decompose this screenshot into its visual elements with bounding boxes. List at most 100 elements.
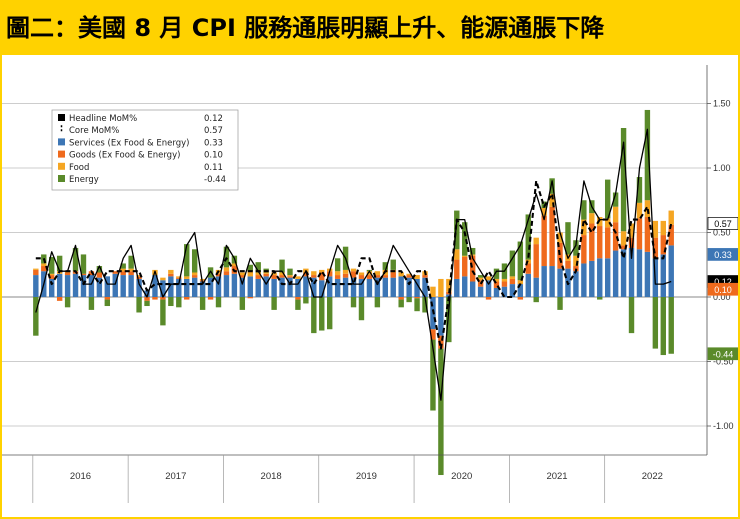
goods-bar bbox=[565, 260, 571, 269]
food-bar bbox=[446, 278, 452, 292]
energy-legend-value: -0.44 bbox=[204, 175, 226, 185]
services-bar bbox=[628, 247, 635, 297]
energy-bar bbox=[620, 128, 627, 232]
services-bar bbox=[72, 273, 79, 297]
energy-bar bbox=[668, 297, 674, 354]
goods-bar bbox=[438, 335, 444, 349]
energy-bar bbox=[334, 258, 341, 272]
food-bar bbox=[176, 276, 182, 278]
goods-bar bbox=[64, 272, 71, 276]
axes: 1.50 1.00 0.50 0.00 -0.50 -1.00 2016 2017 2018 20… bbox=[2, 65, 734, 503]
food-bar bbox=[636, 202, 643, 219]
energy-bar bbox=[72, 247, 79, 272]
food-bar bbox=[541, 207, 547, 216]
goods-bar bbox=[49, 275, 55, 279]
services-bar bbox=[350, 277, 357, 297]
goods-bar bbox=[319, 272, 325, 281]
services-bar bbox=[406, 277, 412, 297]
food-bar bbox=[406, 273, 412, 276]
goods-bar bbox=[160, 297, 166, 300]
services-bar bbox=[541, 266, 547, 297]
food-bar bbox=[604, 218, 611, 228]
goods-bar bbox=[652, 237, 659, 259]
services-bar bbox=[168, 276, 174, 297]
services-bar bbox=[287, 277, 293, 297]
services-bar bbox=[319, 280, 325, 297]
page-title: 圖二：美國 8 月 CPI 服務通脹明顯上升、能源通脹下降 bbox=[6, 14, 605, 42]
services-bar bbox=[485, 280, 492, 297]
goods-bar bbox=[176, 277, 182, 279]
value-badge-label: -0.44 bbox=[713, 349, 734, 359]
services-bar bbox=[477, 286, 484, 297]
energy-bar bbox=[382, 262, 388, 270]
energy-bar bbox=[462, 222, 468, 256]
services-bar bbox=[231, 273, 238, 297]
goods-bar bbox=[223, 271, 230, 276]
energy-bar bbox=[88, 297, 95, 310]
energy-bar bbox=[509, 250, 516, 277]
energy-bar bbox=[319, 297, 325, 331]
services-bar bbox=[469, 281, 476, 297]
energy-bar bbox=[176, 297, 182, 308]
energy-bar bbox=[604, 179, 611, 219]
food-bar bbox=[199, 278, 206, 281]
food-bar bbox=[517, 280, 524, 285]
services-bar bbox=[342, 277, 349, 297]
goods-bar bbox=[366, 275, 373, 279]
goods-bar bbox=[406, 275, 412, 278]
goods-bar bbox=[152, 297, 158, 300]
food-bar bbox=[128, 268, 134, 272]
food-bar bbox=[589, 213, 595, 224]
food-bar bbox=[620, 231, 627, 246]
services-bar bbox=[366, 278, 373, 297]
goods-bar bbox=[144, 297, 150, 301]
services-legend-swatch bbox=[58, 138, 65, 146]
energy-bar bbox=[477, 275, 484, 278]
services-bar bbox=[533, 277, 539, 297]
services-bar bbox=[263, 276, 269, 297]
services-bar bbox=[191, 277, 198, 297]
energy-bar bbox=[374, 297, 381, 308]
legend: Headline MoM% 0.12 Core MoM% 0.57 Services (… bbox=[51, 109, 239, 191]
headline-line bbox=[35, 128, 672, 401]
services-bar bbox=[422, 277, 428, 297]
energy-bar bbox=[652, 297, 659, 349]
services-legend-label: Services (Ex Food & Energy) bbox=[69, 138, 189, 148]
food-bar bbox=[628, 223, 635, 238]
food-bar bbox=[358, 272, 365, 276]
services-bar bbox=[462, 276, 468, 297]
core-legend-value: 0.57 bbox=[204, 126, 223, 136]
services-bar bbox=[327, 276, 333, 297]
food-bar bbox=[509, 276, 516, 279]
goods-bar bbox=[557, 242, 563, 269]
goods-bar bbox=[390, 272, 396, 278]
goods-bar bbox=[271, 275, 277, 279]
year-label: 2018 bbox=[261, 471, 282, 482]
goods-bar bbox=[80, 273, 87, 276]
year-label: 2020 bbox=[451, 471, 472, 482]
energy-bar bbox=[184, 244, 190, 277]
energy-bar bbox=[199, 297, 206, 310]
services-bar bbox=[144, 290, 150, 297]
services-bar bbox=[636, 249, 643, 297]
goods-bar bbox=[104, 297, 111, 300]
services-bar bbox=[398, 276, 404, 297]
energy-bar bbox=[398, 299, 404, 308]
food-legend-swatch bbox=[58, 162, 65, 170]
food-bar bbox=[668, 210, 674, 225]
food-bar bbox=[612, 206, 619, 223]
goods-bar bbox=[573, 266, 579, 272]
goods-bar bbox=[41, 266, 47, 272]
services-bar bbox=[223, 275, 230, 297]
services-bar bbox=[120, 275, 126, 297]
year-label: 2016 bbox=[70, 471, 91, 482]
goods-bar bbox=[247, 297, 253, 299]
y-tick-label: 0.50 bbox=[713, 228, 731, 238]
food-bar bbox=[438, 278, 444, 297]
food-bar bbox=[549, 193, 555, 207]
energy-bar bbox=[644, 109, 651, 201]
services-bar bbox=[239, 277, 246, 297]
food-bar bbox=[160, 277, 166, 281]
goods-bar bbox=[509, 278, 516, 285]
goods-bar bbox=[120, 271, 126, 276]
